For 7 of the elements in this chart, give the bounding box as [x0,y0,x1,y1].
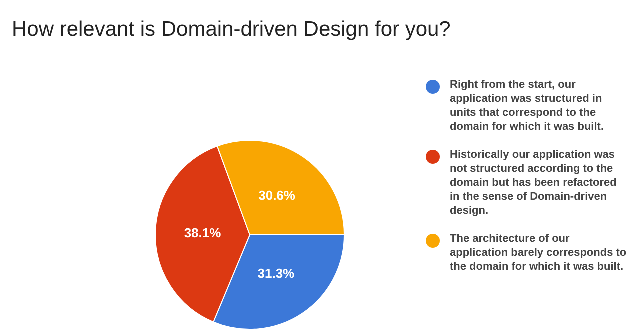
legend-label: The architecture of our application barely corresponds to the domain for which it was built. [450,232,628,274]
chart-title: How relevant is Domain-driven Design for you? [12,18,451,42]
legend-label: Right from the start, our application was structured in units that correspond to the domain for which it was built. [450,78,606,134]
legend-label: Historically our application was not structured according to the domain but has been refactored in the sense of Domain-driven design. [450,148,618,218]
data-label: 31.3% [258,266,296,281]
data-label: 30.6% [258,188,296,203]
data-label: 38.1% [184,226,222,241]
